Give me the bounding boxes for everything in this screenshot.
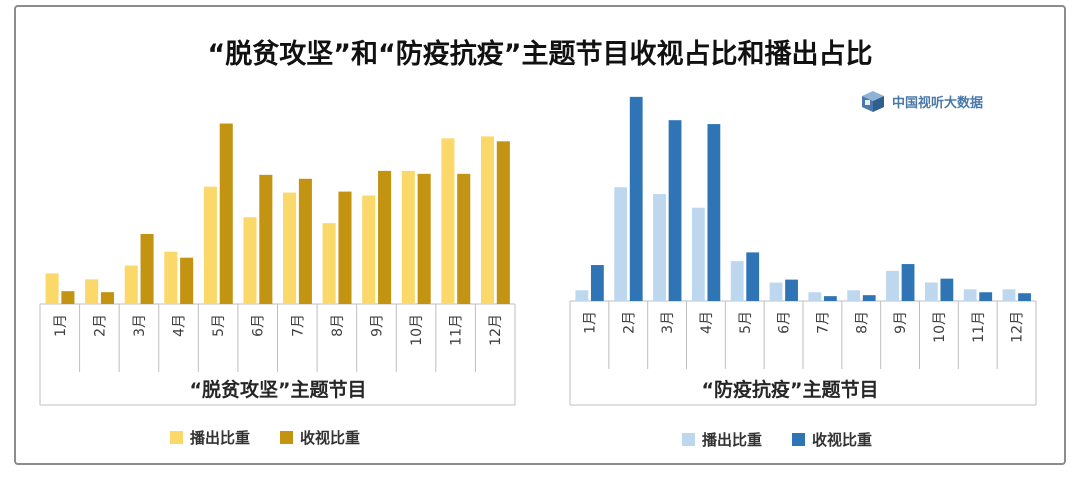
poverty-bar-broadcast bbox=[362, 195, 376, 304]
poverty-bar-viewing bbox=[496, 141, 510, 304]
poverty-tick-label: 4月 bbox=[172, 314, 188, 337]
epidemic-bar-viewing bbox=[707, 124, 721, 301]
epidemic-tick-label: 7月 bbox=[815, 311, 831, 334]
poverty-tick-label: 2月 bbox=[92, 314, 108, 337]
epidemic-bar-viewing bbox=[590, 265, 604, 301]
epidemic-tick-label: 12月 bbox=[1010, 311, 1026, 343]
poverty-bar-viewing bbox=[338, 191, 352, 304]
poverty-tick-label: 9月 bbox=[369, 314, 385, 337]
epidemic-bar-broadcast bbox=[847, 290, 861, 301]
poverty-bar-viewing bbox=[219, 123, 233, 304]
tv-box-icon bbox=[862, 91, 884, 112]
poverty-tick-label: 10月 bbox=[409, 314, 425, 346]
legend-label: 播出比重 bbox=[190, 429, 251, 447]
poverty-tick-label: 11月 bbox=[449, 314, 465, 346]
poverty-tick-label: 5月 bbox=[211, 314, 227, 337]
poverty-bar-viewing bbox=[100, 292, 115, 304]
poverty-bar-broadcast bbox=[164, 251, 178, 304]
brand-name: 中国视听大数据 bbox=[892, 95, 984, 111]
poverty-tick-label: 1月 bbox=[53, 314, 69, 337]
legend-poverty: 播出比重 收视比重 bbox=[170, 427, 390, 448]
page-title: “脱贫攻坚”和“防疫抗疫”主题节目收视占比和播出占比 bbox=[207, 39, 873, 70]
poverty-bar-broadcast bbox=[480, 136, 495, 304]
epidemic-tick-label: 5月 bbox=[738, 311, 754, 334]
epidemic-tick-label: 4月 bbox=[699, 311, 715, 334]
epidemic-bar-viewing bbox=[746, 252, 760, 301]
epidemic-tick-label: 10月 bbox=[932, 311, 948, 343]
epidemic-bar-viewing bbox=[979, 292, 993, 301]
epidemic-bar-broadcast bbox=[653, 194, 666, 301]
poverty-bar-viewing bbox=[140, 233, 154, 304]
poverty-tick-label: 8月 bbox=[330, 314, 346, 337]
epidemic-tick-label: 1月 bbox=[582, 311, 598, 334]
poverty-tick-label: 6月 bbox=[251, 314, 267, 337]
legend-label: 收视比重 bbox=[300, 429, 361, 447]
epidemic-bar-broadcast bbox=[808, 292, 822, 301]
epidemic-bar-viewing bbox=[862, 295, 876, 301]
legend-label: 播出比重 bbox=[702, 431, 763, 449]
poverty-bar-viewing bbox=[259, 174, 273, 304]
epidemic-bar-broadcast bbox=[886, 270, 899, 301]
epidemic-tick-label: 9月 bbox=[893, 311, 909, 334]
poverty-bar-viewing bbox=[457, 173, 471, 304]
epidemic-bar-viewing bbox=[1018, 293, 1031, 301]
legend-label: 收视比重 bbox=[812, 431, 873, 449]
epidemic-bar-broadcast bbox=[924, 282, 938, 301]
poverty-bar-viewing bbox=[61, 291, 75, 304]
epidemic-bar-viewing bbox=[629, 96, 643, 301]
epidemic-bar-viewing bbox=[940, 278, 954, 301]
epidemic-bar-broadcast bbox=[730, 261, 744, 301]
epidemic-bar-viewing bbox=[901, 264, 915, 301]
poverty-bar-viewing bbox=[417, 173, 431, 304]
epidemic-bar-viewing bbox=[823, 296, 837, 301]
poverty-bar-broadcast bbox=[243, 217, 257, 304]
poverty-bar-broadcast bbox=[401, 170, 415, 304]
legend-epidemic: 播出比重 收视比重 bbox=[682, 429, 902, 450]
epidemic-bar-broadcast bbox=[963, 289, 977, 301]
poverty-bar-broadcast bbox=[124, 265, 138, 304]
epidemic-tick-label: 11月 bbox=[971, 311, 987, 343]
poverty-bar-broadcast bbox=[203, 186, 217, 304]
epidemic-tick-label: 3月 bbox=[660, 311, 676, 334]
epidemic-bar-broadcast bbox=[575, 290, 589, 301]
epidemic-tick-label: 6月 bbox=[777, 311, 793, 334]
legend-swatch bbox=[170, 431, 183, 444]
epidemic-bar-viewing bbox=[668, 120, 682, 301]
poverty-bar-broadcast bbox=[322, 223, 336, 304]
poverty-bar-viewing bbox=[180, 257, 194, 304]
poverty-bar-broadcast bbox=[85, 279, 99, 304]
chart-frame bbox=[14, 5, 1066, 465]
legend-item-poverty-viewing: 收视比重 bbox=[280, 427, 360, 448]
legend-item-epidemic-viewing: 收视比重 bbox=[792, 429, 872, 450]
brand-logo: 中国视听大数据 bbox=[860, 88, 983, 114]
poverty-chart-title: “脱贫攻坚”主题节目 bbox=[190, 378, 367, 401]
legend-item-poverty-broadcast: 播出比重 bbox=[170, 427, 250, 448]
poverty-tick-label: 3月 bbox=[132, 314, 148, 337]
legend-item-epidemic-broadcast: 播出比重 bbox=[682, 429, 762, 450]
epidemic-bar-broadcast bbox=[1002, 289, 1016, 301]
poverty-bar-broadcast bbox=[441, 138, 455, 304]
epidemic-bar-broadcast bbox=[614, 187, 628, 301]
poverty-bar-broadcast bbox=[283, 192, 297, 304]
epidemic-bar-broadcast bbox=[769, 282, 783, 301]
poverty-bar-viewing bbox=[378, 170, 392, 304]
epidemic-bar-broadcast bbox=[691, 207, 705, 301]
epidemic-tick-label: 2月 bbox=[621, 311, 637, 334]
legend-swatch bbox=[280, 431, 294, 444]
epidemic-bar-viewing bbox=[785, 279, 798, 301]
poverty-bar-viewing bbox=[298, 178, 312, 304]
poverty-tick-label: 7月 bbox=[290, 314, 306, 337]
poverty-tick-label: 12月 bbox=[488, 314, 504, 346]
epidemic-tick-label: 8月 bbox=[854, 311, 870, 334]
legend-swatch bbox=[682, 433, 695, 446]
poverty-bar-broadcast bbox=[45, 273, 59, 304]
epidemic-chart-title: “防疫抗疫”主题节目 bbox=[702, 378, 879, 401]
legend-swatch bbox=[792, 433, 806, 446]
